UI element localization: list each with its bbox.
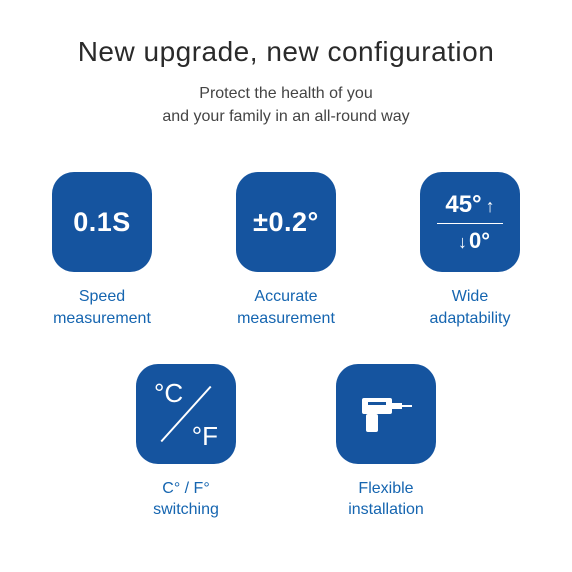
adapt-bottom-row: ↓ 0° [450,228,490,254]
feature-accuracy: ±0.2° Accurate measurement [221,172,351,329]
adaptability-icon: 45° ↑ ↓ 0° [420,191,520,255]
speed-icon-text: 0.1S [73,207,131,238]
adapt-divider [437,223,503,225]
feature-row-2: °C °F C° / F° switching Flexible install… [20,364,552,521]
accuracy-icon-text: ±0.2° [253,207,319,238]
arrow-up-icon: ↑ [486,196,495,217]
install-label: Flexible installation [348,478,424,521]
feature-adaptability: 45° ↑ ↓ 0° Wide adaptability [405,172,535,329]
cf-label: C° / F° switching [153,478,219,521]
adaptability-tile: 45° ↑ ↓ 0° [420,172,520,272]
feature-install: Flexible installation [321,364,451,521]
adaptability-label: Wide adaptability [430,286,511,329]
install-tile [336,364,436,464]
feature-row-1: 0.1S Speed measurement ±0.2° Accurate me… [20,172,552,329]
feature-cf: °C °F C° / F° switching [121,364,251,521]
infographic-root: New upgrade, new configuration Protect t… [0,0,572,521]
celsius-fahrenheit-icon: °C °F [136,364,236,464]
fahrenheit-text: °F [192,421,218,452]
accuracy-label: Accurate measurement [237,286,335,329]
adapt-top-value: 45° [445,191,481,219]
subtitle-line-1: Protect the health of you [199,85,372,102]
page-subtitle: Protect the health of you and your famil… [20,82,552,128]
speed-tile: 0.1S [52,172,152,272]
adapt-top-row: 45° ↑ [445,191,494,219]
cf-tile: °C °F [136,364,236,464]
speed-label: Speed measurement [53,286,151,329]
accuracy-tile: ±0.2° [236,172,336,272]
drill-icon [356,384,416,444]
arrow-down-icon: ↓ [458,232,467,253]
adapt-bottom-value: 0° [469,228,490,254]
celsius-text: °C [154,378,183,409]
subtitle-line-2: and your family in an all-round way [162,108,409,125]
page-title: New upgrade, new configuration [20,36,552,68]
feature-speed: 0.1S Speed measurement [37,172,167,329]
